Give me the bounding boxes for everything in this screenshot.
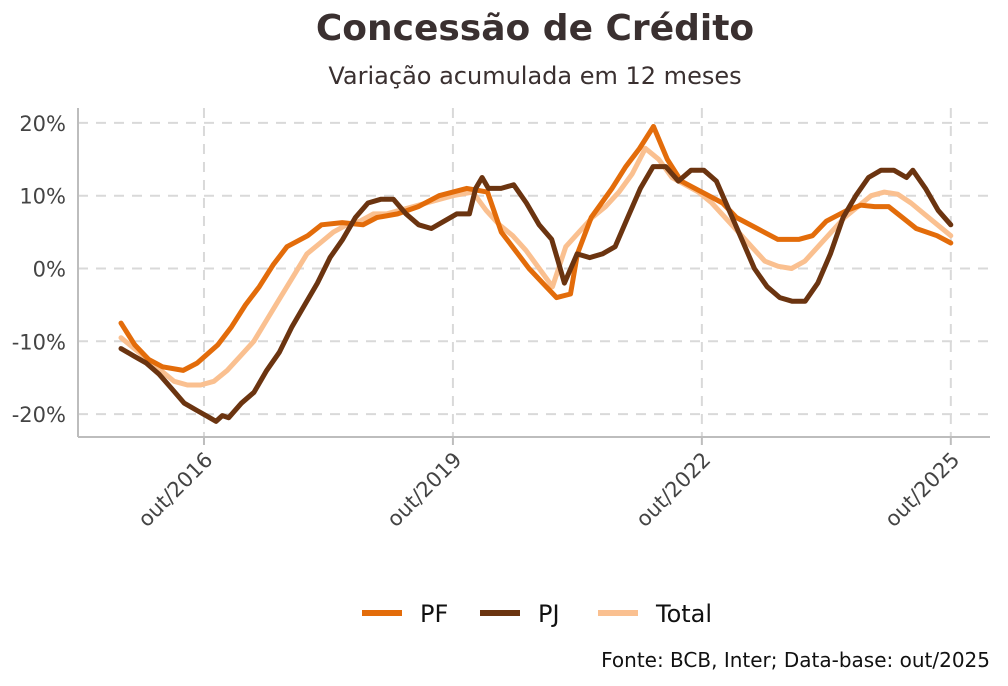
series-line-pf — [118, 124, 954, 373]
x-tick-label: out/2016 — [133, 448, 217, 532]
y-tick-label: -10% — [12, 330, 66, 354]
y-tick-label: 20% — [19, 112, 66, 136]
series-line-total — [118, 145, 954, 388]
legend-label-pf: PF — [420, 600, 448, 628]
y-tick-label: -20% — [12, 403, 66, 427]
source-note: Fonte: BCB, Inter; Data-base: out/2025 — [601, 648, 990, 672]
chart-subtitle: Variação acumulada em 12 meses — [328, 62, 742, 90]
x-tick-label: out/2025 — [880, 448, 964, 532]
legend-label-pj: PJ — [538, 600, 560, 628]
chart-title: Concessão de Crédito — [315, 8, 755, 49]
y-tick-label: 10% — [19, 185, 66, 209]
y-tick-label: 0% — [33, 258, 66, 282]
x-tick-label: out/2019 — [382, 448, 466, 532]
x-tick-label: out/2022 — [631, 448, 715, 532]
legend-label-total: Total — [655, 600, 712, 628]
series-line-pj — [118, 164, 954, 424]
